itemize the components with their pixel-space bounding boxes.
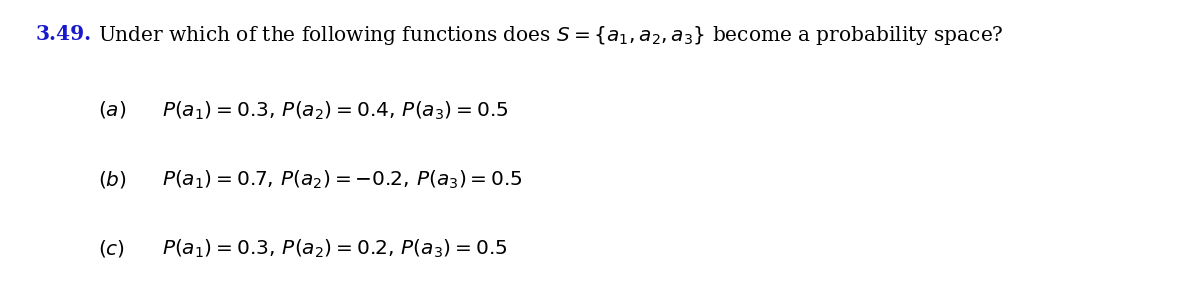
Text: $P(a_1) = 0.3,\, P(a_2) = 0.4,\, P(a_3) = 0.5$: $P(a_1) = 0.3,\, P(a_2) = 0.4,\, P(a_3) … xyxy=(162,99,509,122)
Text: $(c)$: $(c)$ xyxy=(98,238,126,259)
Text: $P(a_1) = 0.7,\, P(a_2) = {-}0.2,\, P(a_3) = 0.5$: $P(a_1) = 0.7,\, P(a_2) = {-}0.2,\, P(a_… xyxy=(162,169,523,191)
Text: Under which of the following functions does $S = \{a_1, a_2, a_3\}$ become a pro: Under which of the following functions d… xyxy=(98,24,1004,47)
Text: $(a)$: $(a)$ xyxy=(98,99,127,120)
Text: $P(a_1) = 0.3,\, P(a_2) = 0.2,\, P(a_3) = 0.5$: $P(a_1) = 0.3,\, P(a_2) = 0.2,\, P(a_3) … xyxy=(162,238,508,260)
Text: 3.49.: 3.49. xyxy=(36,24,92,44)
Text: $(b)$: $(b)$ xyxy=(98,169,127,190)
